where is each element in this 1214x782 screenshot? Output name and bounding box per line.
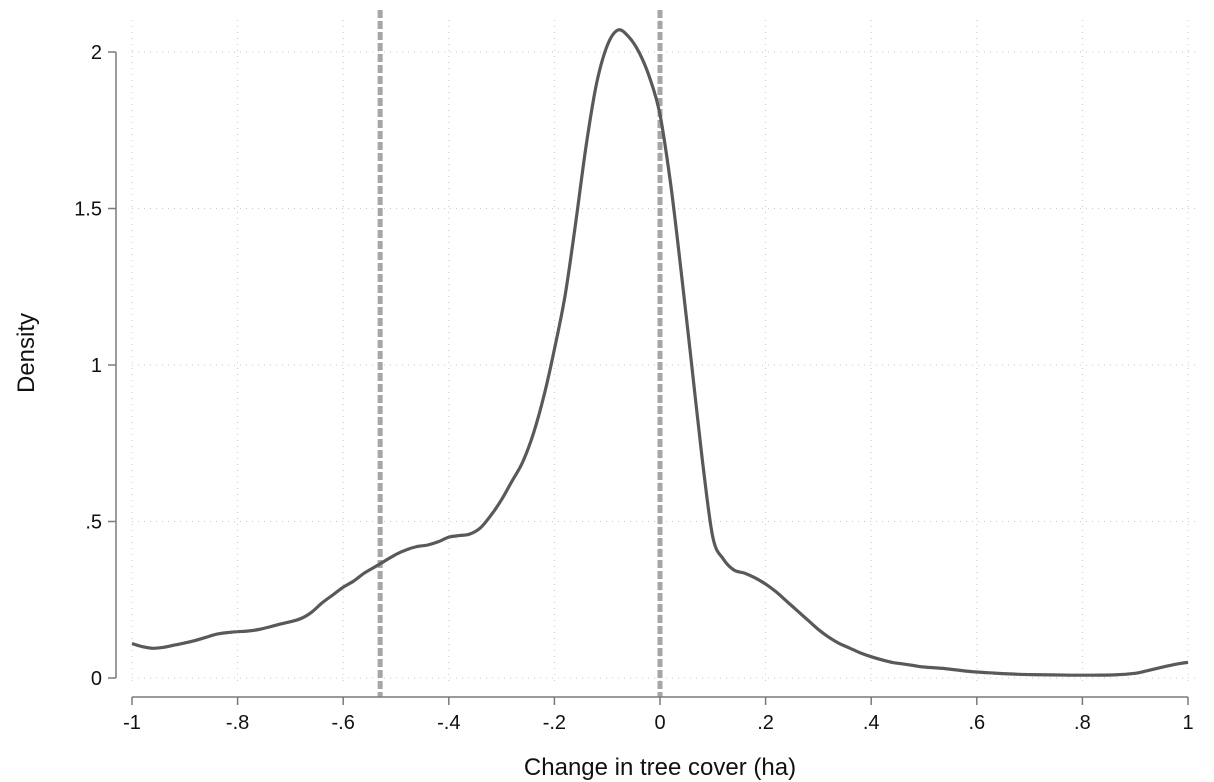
x-tick-label: .2 (757, 712, 774, 734)
y-tick-label: .5 (85, 512, 102, 534)
density-curve-group (131, 28, 1189, 677)
gridlines (131, 20, 1200, 682)
x-tick-label: -.2 (543, 712, 566, 734)
x-tick-label: 1 (1182, 712, 1193, 734)
x-axis-title: Change in tree cover (ha) (524, 754, 796, 781)
x-tick-label: .6 (968, 712, 985, 734)
y-tick-label: 1 (91, 355, 102, 377)
y-tick-label: 1.5 (74, 199, 102, 221)
x-tick-label: -1 (123, 712, 141, 734)
y-axis-title: Density (13, 313, 40, 393)
axes: -1 -.8 -.6 -.4 -.2 0 .2 .4 .6 .8 1 0 .5 1 1.5 2 (74, 42, 1193, 734)
reference-lines (377, 10, 663, 697)
x-tick-label: -.4 (437, 712, 460, 734)
y-tick-label: 0 (91, 668, 102, 690)
x-tick-label: .4 (863, 712, 880, 734)
x-tick-label: 0 (654, 712, 665, 734)
x-tick-label: .8 (1074, 712, 1091, 734)
y-tick-label: 2 (91, 42, 102, 64)
x-tick-label: -.8 (226, 712, 249, 734)
density-curve (131, 28, 1189, 677)
x-tick-label: -.6 (332, 712, 355, 734)
